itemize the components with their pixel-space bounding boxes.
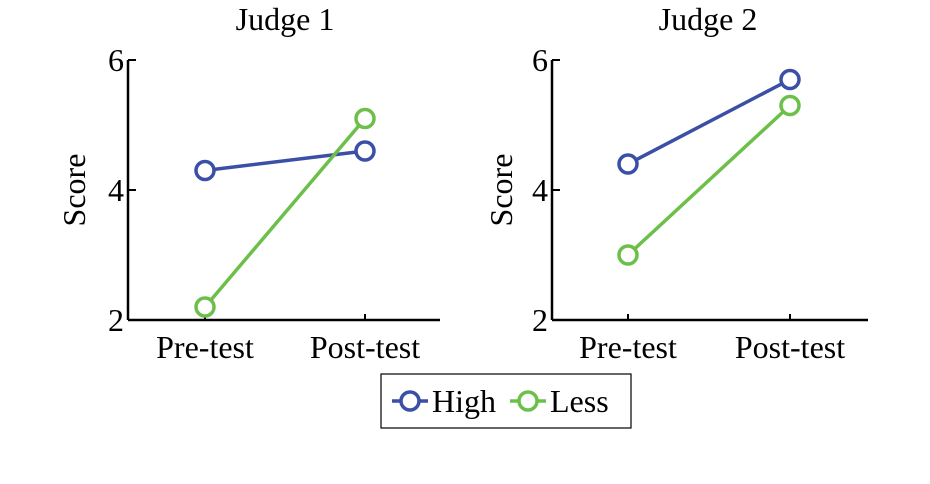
data-point-high [194,159,216,182]
series-line-high [627,77,791,166]
chart-title: Judge 2 [659,1,758,37]
data-point-less [779,94,801,117]
x-tick-label: Post-test [310,329,420,365]
x-tick-label: Pre-test [156,329,254,365]
data-point-high [779,68,801,91]
series-line-less [626,104,792,257]
data-point-less [354,107,376,130]
y-tick-label: 4 [532,172,548,208]
y-axis-title: Score [483,154,519,227]
data-point-high [354,140,376,162]
legend-marker-less [517,390,539,412]
legend-label-less: Less [550,383,609,419]
y-axis-title: Score [56,154,92,227]
x-tick-label: Post-test [735,329,845,365]
data-point-less [617,244,639,266]
y-tick-label: 6 [532,42,548,78]
legend: High Less [380,373,632,429]
legend-marker-high [399,390,421,412]
x-tick-label: Pre-test [579,329,677,365]
data-point-less [194,296,216,318]
y-tick-label: 4 [108,172,124,208]
series-line-less [203,117,367,309]
data-point-high [617,153,639,175]
panel-judge-2: Judge 2 2 4 6 Score Pre-test Post-test [483,1,868,365]
y-tick-label: 2 [108,302,124,338]
chart-title: Judge 1 [236,1,335,37]
panel-judge-1: Judge 1 2 4 6 Score Pre-test Post-test [56,1,440,365]
y-tick-label: 2 [532,302,548,338]
legend-label-high: High [432,383,496,419]
y-tick-label: 6 [108,42,124,78]
series-line-high [204,149,366,173]
